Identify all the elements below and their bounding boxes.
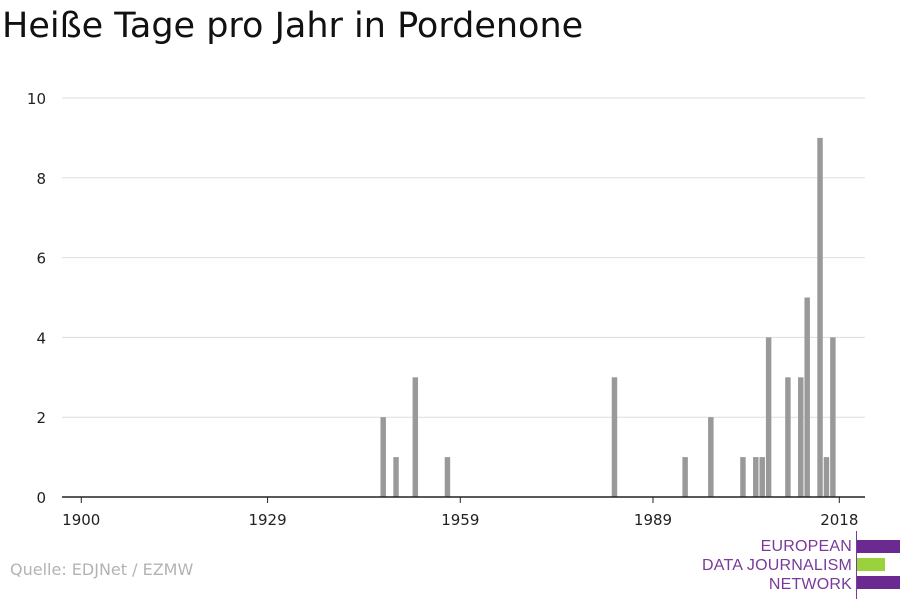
x-tick-label: 2018 (820, 511, 858, 529)
bar-1998 (708, 417, 714, 497)
y-tick-label: 0 (36, 489, 46, 507)
bar-2017 (830, 337, 836, 497)
x-tick-label: 1929 (248, 511, 286, 529)
bar-1949 (393, 457, 399, 497)
bar-2006 (759, 457, 765, 497)
x-tick-label: 1989 (634, 511, 672, 529)
y-tick-label: 6 (36, 250, 46, 268)
logo-line-2: DATA JOURNALISM (702, 557, 852, 574)
bar-1947 (380, 417, 386, 497)
edjnet-logo: EUROPEAN DATA JOURNALISM NETWORK (700, 529, 900, 600)
bar-1957 (444, 457, 451, 497)
bar-2016 (823, 457, 830, 497)
bar-2003 (740, 457, 746, 497)
bar-2010 (785, 377, 791, 497)
source-note: Quelle: EDJNet / EZMW (10, 560, 194, 579)
logo-line-3: NETWORK (768, 576, 852, 593)
logo-bar-middle (857, 558, 885, 571)
x-tick-label: 1959 (441, 511, 479, 529)
bar-2012 (798, 377, 804, 497)
bar-1952 (412, 377, 419, 497)
bar-1983 (611, 377, 618, 497)
chart-title: Heiße Tage pro Jahr in Pordenone (2, 6, 584, 46)
chart-area: 0 2 4 6 8 10 1900 1929 1959 1989 2018 (27, 90, 865, 529)
bar-2005 (753, 457, 759, 497)
y-tick-label: 10 (27, 90, 46, 108)
y-tick-label: 2 (36, 409, 46, 427)
x-tick-label: 1900 (62, 511, 100, 529)
bar-2007 (765, 337, 772, 497)
logo-bar-top (857, 540, 900, 553)
bar-2015 (817, 137, 823, 497)
bar-2013 (804, 297, 810, 497)
bar-1994 (682, 457, 688, 497)
y-tick-label: 8 (36, 170, 46, 188)
y-tick-label: 4 (36, 329, 46, 347)
logo-divider (856, 531, 857, 599)
logo-line-1: EUROPEAN (760, 538, 852, 555)
logo-bar-bottom (857, 576, 900, 589)
